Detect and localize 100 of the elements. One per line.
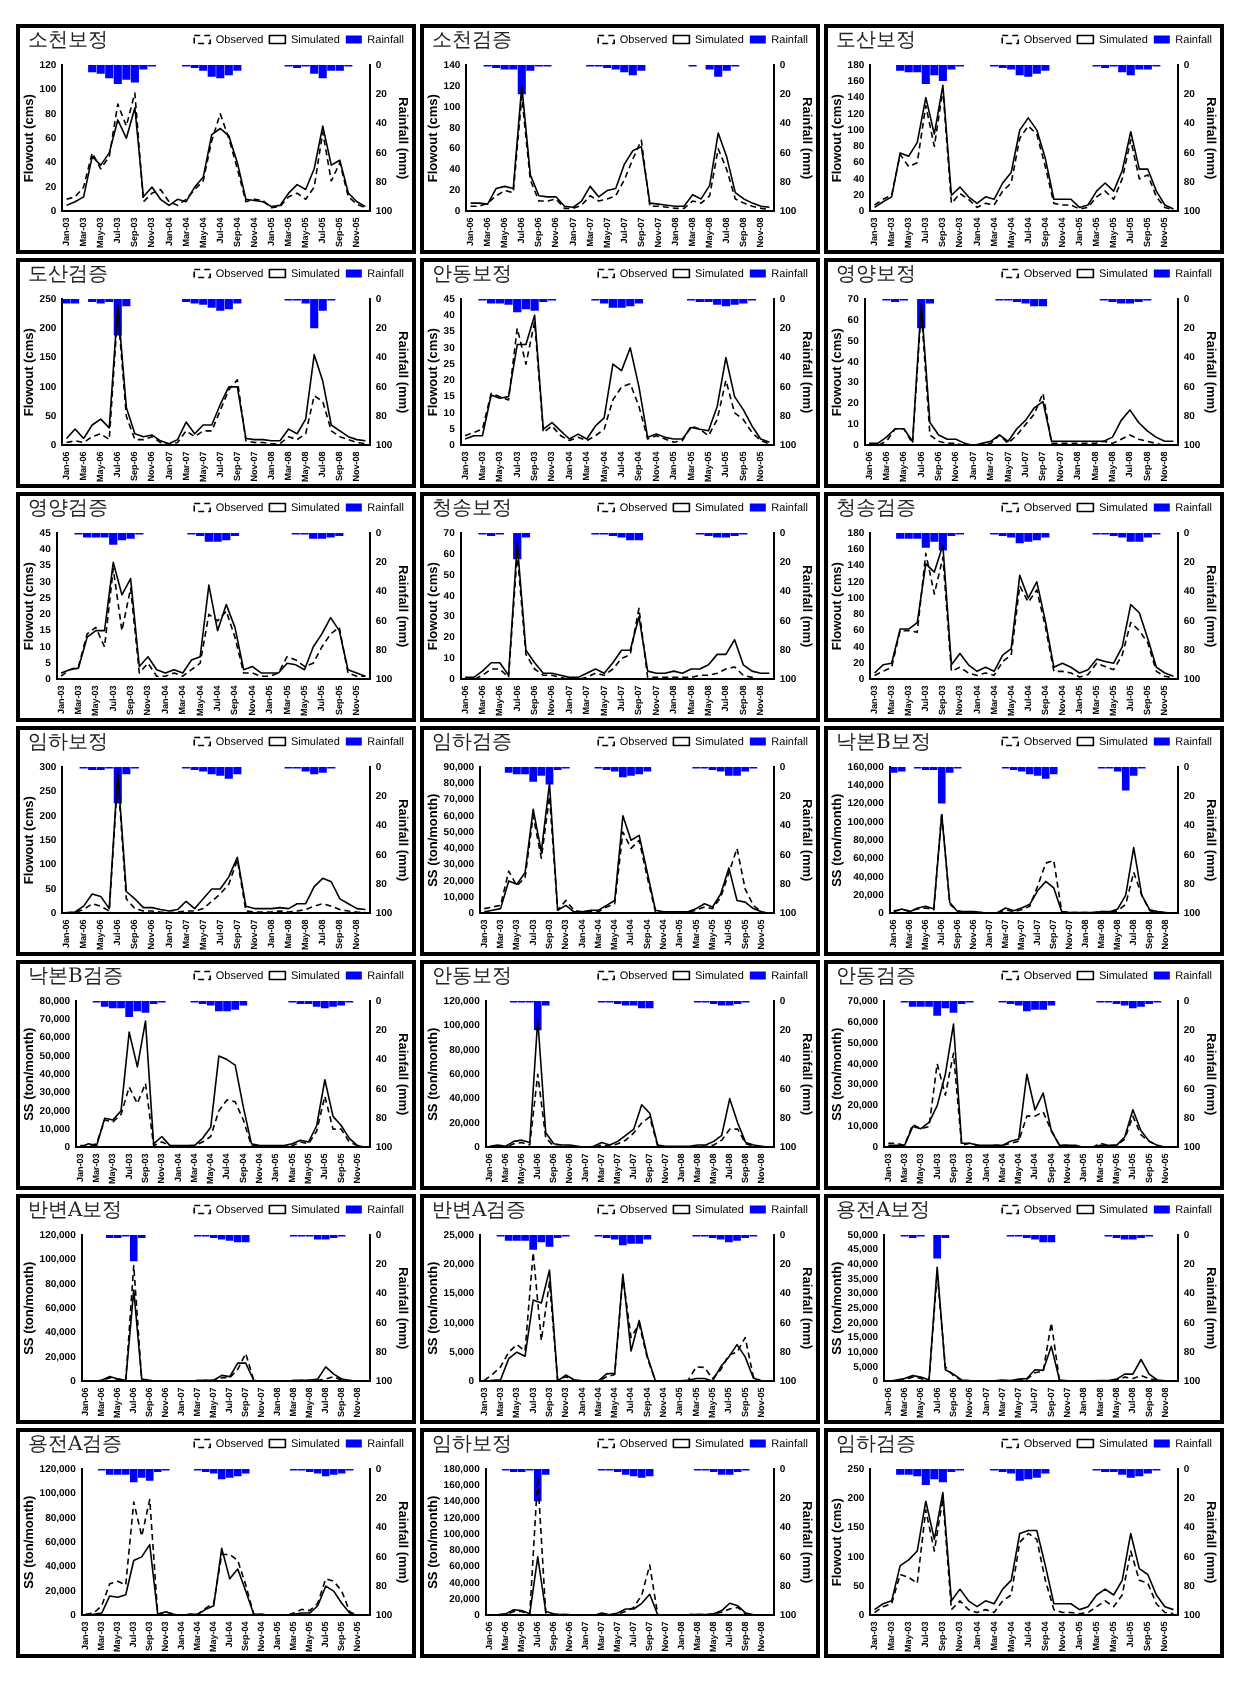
bar	[921, 533, 930, 548]
bar	[537, 1235, 546, 1243]
bar	[645, 1001, 654, 1009]
bar	[1033, 767, 1042, 776]
bar	[635, 1235, 644, 1244]
bar	[1126, 65, 1135, 76]
bar	[627, 767, 635, 776]
bar	[88, 65, 97, 73]
bar	[318, 65, 327, 79]
bar	[199, 299, 208, 305]
bar	[714, 65, 723, 77]
bar	[1049, 767, 1058, 775]
bar	[904, 1469, 913, 1475]
bar	[1015, 65, 1024, 76]
bar	[224, 299, 233, 310]
bar	[1025, 767, 1034, 775]
bar	[938, 1469, 947, 1483]
bar	[637, 65, 646, 71]
bar	[917, 1001, 925, 1007]
bar	[329, 1001, 337, 1007]
bar	[634, 533, 644, 541]
bar	[619, 1235, 627, 1246]
bar	[1041, 65, 1050, 71]
bar	[913, 1469, 922, 1477]
bar	[645, 1469, 654, 1477]
chart-title: 청송보정	[432, 498, 512, 520]
bar	[141, 1001, 150, 1013]
bar	[1121, 767, 1130, 791]
bar	[1024, 65, 1033, 77]
bar	[620, 65, 629, 73]
bar	[224, 65, 233, 76]
bar	[133, 1001, 142, 1012]
bar	[1135, 533, 1144, 542]
bar	[1126, 1469, 1135, 1478]
bar	[908, 1001, 917, 1007]
bar	[933, 1001, 942, 1016]
bar	[207, 299, 216, 308]
bar	[733, 767, 741, 776]
chart-title: 영양검증	[28, 498, 108, 520]
bar	[1032, 533, 1041, 541]
bar	[105, 65, 114, 79]
bar	[321, 1001, 329, 1009]
bar	[125, 1001, 134, 1018]
bar	[896, 1469, 905, 1475]
bar	[224, 767, 233, 779]
bar	[896, 533, 905, 539]
bar	[513, 767, 521, 775]
bar	[521, 767, 529, 775]
bar	[225, 1235, 234, 1241]
bar	[241, 1235, 250, 1243]
bar	[1032, 1469, 1041, 1478]
chart-title: 안동보정	[432, 966, 512, 988]
bar	[529, 767, 538, 782]
bar	[1015, 1469, 1024, 1481]
chart-title: 용전A보정	[836, 1200, 931, 1222]
bar	[1038, 299, 1048, 307]
bar	[629, 1469, 638, 1477]
chart-title: 안동보정	[432, 264, 512, 286]
bar	[938, 65, 947, 82]
bar	[949, 1001, 958, 1013]
chart-title: 도산검증	[28, 264, 108, 286]
bar	[717, 1469, 726, 1475]
bar	[335, 65, 344, 71]
chart-title: 낙본B보정	[836, 732, 931, 754]
bar	[1032, 65, 1041, 74]
bar	[310, 767, 319, 775]
chart-title: 도산보정	[836, 30, 916, 52]
bar	[216, 299, 225, 311]
bar	[1047, 1235, 1056, 1243]
bar	[122, 65, 131, 80]
bar	[318, 767, 327, 773]
bar	[1135, 1469, 1144, 1477]
bar	[725, 1235, 733, 1243]
bar	[199, 65, 208, 71]
bar	[545, 767, 554, 785]
bar	[545, 1235, 554, 1247]
bar	[896, 65, 905, 71]
chart-title: 임하검증	[836, 1434, 916, 1456]
bar	[930, 1469, 939, 1480]
bar	[233, 767, 242, 775]
bar	[231, 1001, 240, 1010]
chart-title: 임하검증	[432, 732, 512, 754]
chart-title: 반변A보정	[28, 1200, 123, 1222]
bar	[130, 65, 139, 83]
bar	[1137, 1001, 1145, 1007]
bar	[216, 767, 225, 776]
bar	[223, 1001, 231, 1012]
bar	[504, 1235, 513, 1241]
bar	[109, 1001, 117, 1009]
bar	[233, 1235, 242, 1243]
chart-title: 반변A검증	[432, 1200, 527, 1222]
bar	[635, 767, 644, 775]
bar	[327, 65, 336, 71]
bar	[113, 65, 122, 85]
chart-title: 소천검증	[432, 30, 512, 52]
bar	[904, 533, 913, 539]
bar	[621, 1469, 630, 1475]
bar	[129, 1235, 138, 1262]
bar	[627, 1235, 635, 1244]
bar	[725, 1469, 734, 1475]
